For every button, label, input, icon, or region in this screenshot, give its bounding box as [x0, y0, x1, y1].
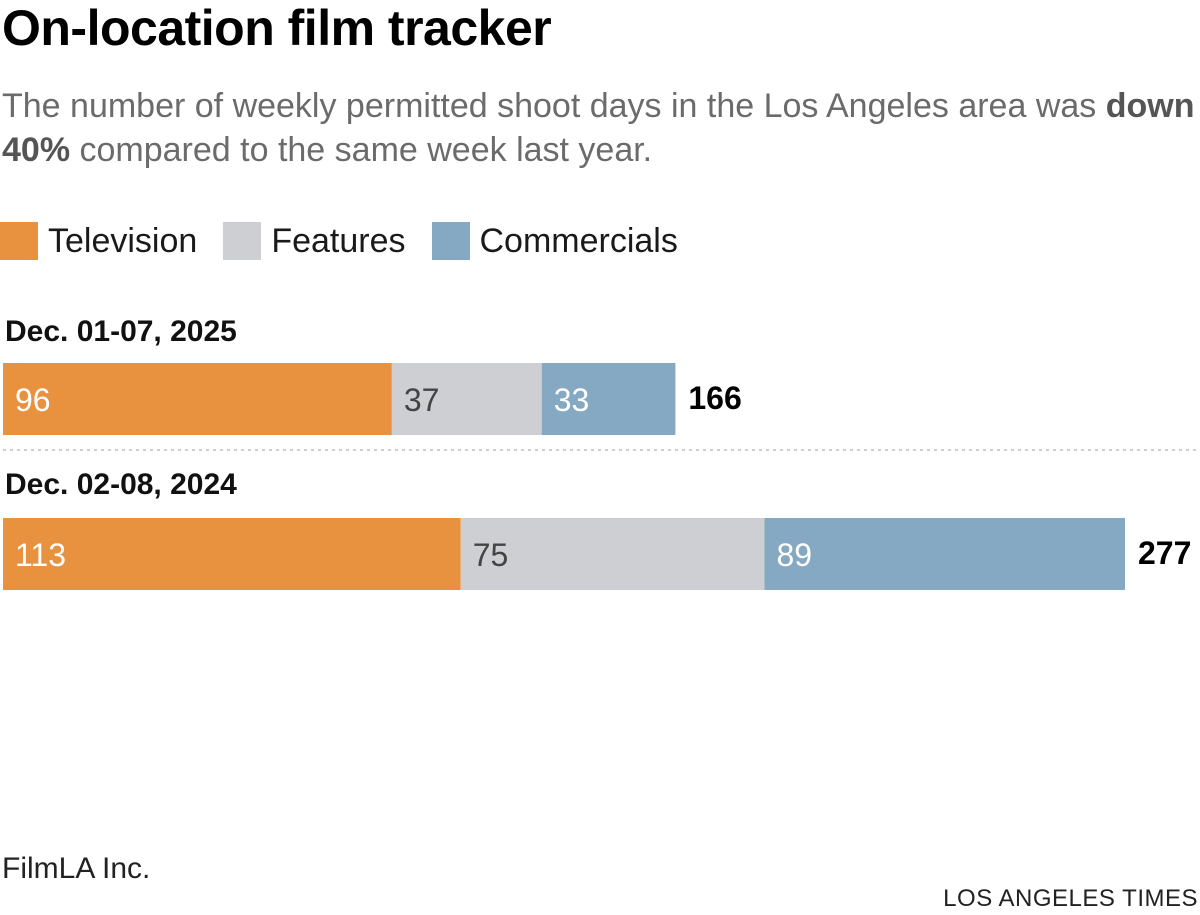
- stacked-bar-chart: Dec. 01-07, 2025 96 37 33 166 Dec. 02-08, 202…: [3, 315, 1197, 590]
- legend-label-television: Television: [48, 222, 198, 260]
- bar-value-label: 96: [15, 382, 51, 418]
- legend-label-commercials: Commercials: [479, 222, 678, 260]
- subtitle-text-start: The number of weekly permitted shoot day…: [2, 87, 1106, 125]
- bar-segment-television: [3, 363, 392, 435]
- chart-title: On-location film tracker: [2, 0, 552, 56]
- publisher-credit: LOS ANGELES TIMES: [943, 885, 1198, 912]
- bar-total-label: 166: [688, 380, 741, 416]
- bar-value-label: 33: [554, 382, 590, 418]
- bar-value-label: 89: [777, 537, 813, 573]
- legend-swatch-television: [0, 222, 38, 260]
- bar-segment-features: [391, 363, 542, 435]
- legend-swatch-commercials: [431, 222, 470, 260]
- bar-segment-commercials: [541, 363, 676, 435]
- bar-value-label: 37: [404, 382, 440, 418]
- bar-value-label: 75: [473, 537, 509, 573]
- chart-subtitle: The number of weekly permitted shoot day…: [2, 84, 1198, 172]
- bar-value-label: 113: [15, 537, 66, 573]
- legend-item-features: Features: [223, 221, 406, 261]
- legend-label-features: Features: [271, 222, 406, 260]
- legend-item-commercials: Commercials: [431, 221, 678, 261]
- bar-segment-television: [3, 518, 461, 590]
- bar-segment-commercials: [764, 518, 1125, 590]
- source-note: FilmLA Inc.: [2, 852, 151, 885]
- bar-segment-features: [460, 518, 765, 590]
- chart-legend: Television Features Commercials: [0, 220, 704, 262]
- legend-swatch-features: [223, 222, 262, 260]
- legend-item-television: Television: [0, 221, 197, 261]
- subtitle-emphasis: down 40%: [2, 87, 1195, 169]
- category-label: Dec. 01-07, 2025: [5, 315, 237, 348]
- subtitle-text-end: compared to the same week last year.: [70, 131, 653, 169]
- bar-total-label: 277: [1138, 535, 1191, 571]
- category-label: Dec. 02-08, 2024: [5, 468, 237, 501]
